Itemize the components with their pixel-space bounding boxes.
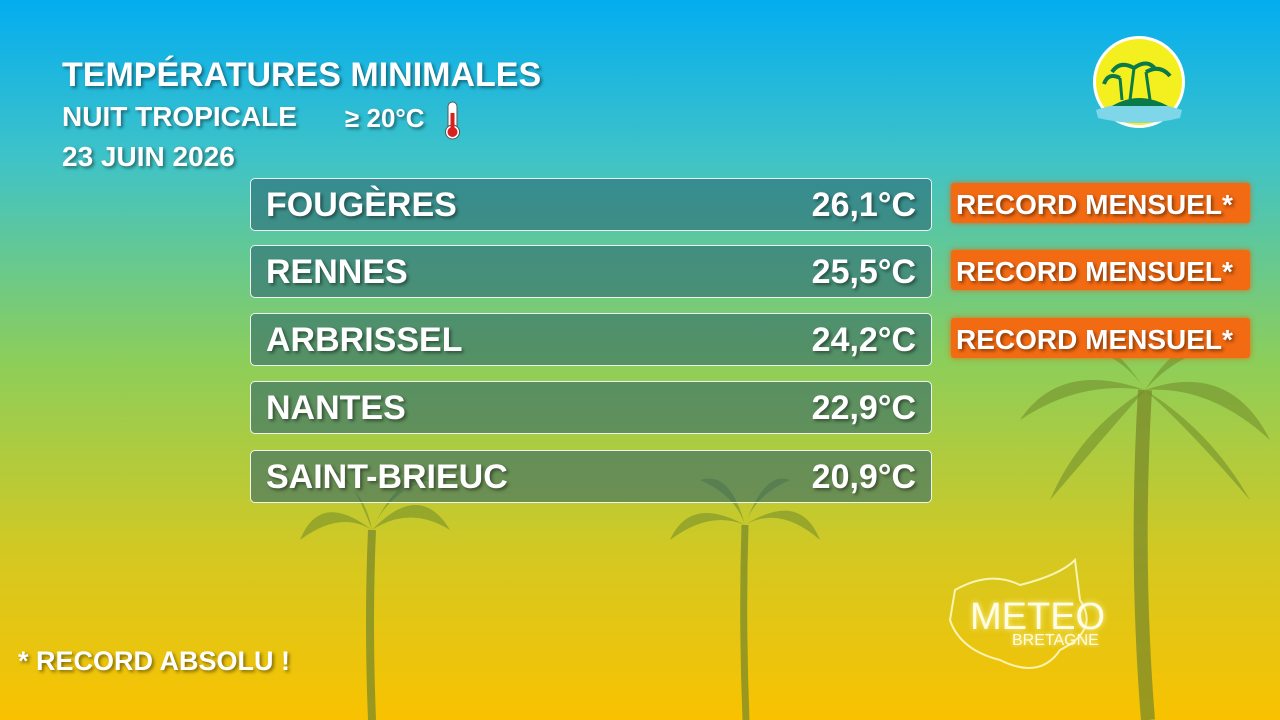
title: TEMPÉRATURES MINIMALES bbox=[62, 56, 542, 94]
station-row: RENNES 25,5°C bbox=[250, 245, 932, 298]
record-badge: RECORD MENSUEL* bbox=[951, 318, 1250, 358]
record-badge: RECORD MENSUEL* bbox=[951, 250, 1250, 290]
record-badge: RECORD MENSUEL* bbox=[951, 183, 1250, 223]
logo-text: METEO bbox=[970, 596, 1106, 638]
footnote: * RECORD ABSOLU ! bbox=[18, 646, 291, 676]
palm-trunk bbox=[740, 524, 750, 720]
logo-fronds bbox=[1102, 61, 1172, 85]
station-name: NANTES bbox=[266, 389, 406, 427]
date: 23 JUIN 2026 bbox=[62, 141, 235, 172]
temperature: 22,9°C bbox=[811, 389, 916, 427]
subtitle: NUIT TROPICALE bbox=[62, 101, 297, 132]
temperature: 26,1°C bbox=[811, 186, 916, 224]
brittany-outline bbox=[948, 557, 1088, 669]
palm-leaves bbox=[300, 470, 450, 540]
temperature: 24,2°C bbox=[811, 321, 916, 359]
record-label: RECORD MENSUEL* bbox=[956, 324, 1233, 355]
record-label: RECORD MENSUEL* bbox=[956, 189, 1233, 220]
palm-trunk bbox=[366, 529, 376, 720]
palm-trunk bbox=[1133, 389, 1155, 720]
temperature: 25,5°C bbox=[811, 253, 916, 291]
palm-leaves bbox=[1020, 335, 1270, 500]
station-name: SAINT-BRIEUC bbox=[266, 458, 508, 496]
station-row: ARBRISSEL 24,2°C bbox=[250, 313, 932, 366]
logo-palms bbox=[1118, 67, 1152, 101]
threshold: ≥ 20°C bbox=[345, 103, 425, 133]
thermometer bbox=[445, 101, 460, 140]
logo-sea bbox=[1096, 102, 1182, 123]
logo-subtext: BRETAGNE bbox=[1012, 632, 1099, 649]
record-label: RECORD MENSUEL* bbox=[956, 256, 1233, 287]
logo-island bbox=[1112, 98, 1168, 106]
station-name: ARBRISSEL bbox=[266, 321, 463, 359]
temperature: 20,9°C bbox=[811, 458, 916, 496]
station-name: RENNES bbox=[266, 253, 408, 291]
station-row: FOUGÈRES 26,1°C bbox=[250, 178, 932, 231]
station-row: SAINT-BRIEUC 20,9°C bbox=[250, 450, 932, 503]
station-row: NANTES 22,9°C bbox=[250, 381, 932, 434]
station-name: FOUGÈRES bbox=[266, 186, 457, 224]
